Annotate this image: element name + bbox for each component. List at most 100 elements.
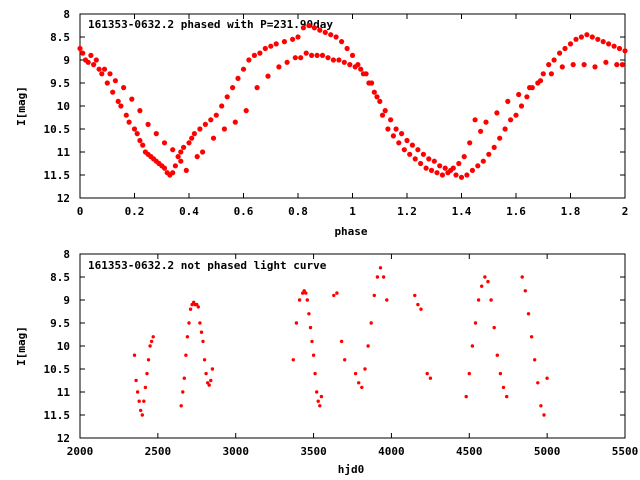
- data-point: [581, 62, 587, 68]
- data-point: [123, 112, 129, 118]
- data-point: [126, 119, 132, 125]
- data-point: [183, 167, 189, 173]
- y-tick-label: 11: [57, 386, 71, 399]
- data-point: [472, 117, 478, 123]
- data-point: [492, 325, 496, 330]
- data-point: [527, 85, 533, 91]
- data-point: [372, 293, 376, 298]
- data-point: [313, 371, 317, 376]
- data-point: [161, 140, 168, 146]
- data-point: [208, 117, 214, 123]
- data-point: [137, 108, 143, 114]
- data-point: [464, 172, 470, 178]
- x-tick-label: 2000: [67, 445, 94, 458]
- data-point: [416, 302, 420, 307]
- data-point: [486, 151, 492, 157]
- x-tick-label: 1: [349, 205, 356, 218]
- data-point: [483, 275, 487, 279]
- data-point: [151, 335, 155, 339]
- x-tick-label: 3000: [222, 445, 249, 458]
- x-tick-label: 5500: [612, 445, 639, 458]
- data-point: [268, 43, 274, 49]
- x-tick-label: 1.2: [397, 205, 417, 218]
- data-point: [139, 408, 143, 413]
- data-point: [508, 117, 514, 123]
- data-point: [93, 57, 99, 63]
- data-point: [179, 404, 183, 408]
- data-point: [145, 121, 151, 127]
- data-point: [497, 135, 503, 141]
- data-point: [404, 137, 410, 144]
- data-point: [307, 312, 311, 316]
- data-point: [131, 126, 138, 132]
- data-point: [235, 75, 241, 81]
- data-point: [134, 131, 140, 137]
- data-point: [413, 293, 417, 298]
- data-point: [442, 165, 448, 171]
- data-point: [319, 52, 326, 59]
- data-point: [140, 142, 146, 148]
- data-point: [567, 41, 574, 47]
- data-point: [352, 64, 358, 70]
- data-point: [467, 371, 471, 376]
- data-point: [573, 36, 579, 42]
- data-point: [461, 154, 467, 160]
- data-point: [548, 71, 555, 77]
- data-point: [505, 394, 509, 399]
- data-point: [616, 45, 623, 52]
- data-point: [284, 59, 290, 65]
- data-point: [209, 378, 213, 383]
- data-point: [96, 66, 102, 72]
- x-axis-label: phase: [334, 225, 367, 238]
- data-point: [407, 151, 413, 157]
- data-point: [415, 147, 421, 153]
- data-point: [243, 108, 249, 114]
- y-tick-label: 9.5: [50, 77, 70, 90]
- data-point: [453, 172, 459, 178]
- data-point: [542, 413, 546, 417]
- data-point: [304, 291, 308, 295]
- data-point: [262, 45, 268, 52]
- data-point: [115, 98, 121, 104]
- data-point: [545, 376, 549, 380]
- data-point: [137, 399, 141, 403]
- data-point: [251, 52, 257, 59]
- data-point: [314, 52, 320, 59]
- x-tick-label: 2: [622, 205, 629, 218]
- y-tick-label: 10: [57, 100, 70, 113]
- data-point: [526, 312, 531, 316]
- data-point: [143, 385, 148, 390]
- data-point: [207, 383, 211, 387]
- data-point: [369, 80, 375, 86]
- data-point: [291, 358, 295, 362]
- data-point: [505, 98, 511, 104]
- data-point: [134, 378, 138, 383]
- data-point: [232, 119, 238, 125]
- data-point: [294, 321, 299, 325]
- data-point: [295, 34, 301, 40]
- data-point: [246, 57, 252, 63]
- data-point: [495, 353, 499, 357]
- data-point: [292, 55, 298, 61]
- data-point: [480, 284, 484, 288]
- data-point: [475, 163, 481, 169]
- y-axis-label: I[mag]: [15, 326, 28, 366]
- data-point: [184, 353, 188, 357]
- data-point: [480, 158, 486, 164]
- data-point: [357, 381, 361, 385]
- data-point: [523, 289, 527, 293]
- data-point: [197, 126, 203, 132]
- data-point: [419, 307, 423, 311]
- data-point: [170, 147, 176, 153]
- data-point: [336, 57, 342, 63]
- data-point: [473, 321, 478, 325]
- data-point: [303, 50, 309, 56]
- data-point: [181, 390, 185, 394]
- data-point: [198, 321, 202, 325]
- y-tick-label: 12: [57, 192, 70, 205]
- data-point: [489, 298, 493, 302]
- data-point: [486, 279, 490, 284]
- data-point: [494, 110, 500, 116]
- y-axis-ticks: 8 8.5 9 9.5 10 10.5 11 11.5 12: [44, 248, 625, 445]
